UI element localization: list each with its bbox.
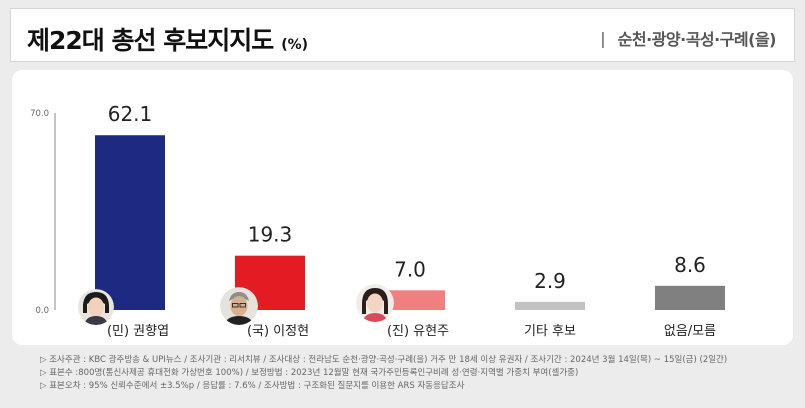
y-tick-label: 70.0: [30, 109, 49, 119]
category-label: 기타 후보: [524, 324, 576, 339]
bar-value-label: 2.9: [534, 269, 566, 293]
category-label: (국) 이정현: [247, 324, 309, 339]
region-label: 순천·광양·곡성·구례(을): [617, 30, 777, 49]
y-tick-label: 0.0: [35, 306, 49, 316]
bar: [515, 301, 585, 310]
category-label: 없음/모름: [664, 324, 716, 339]
bar-chart: 0.0 70.0 62.1 (민) 권향엽 19.3 (국) 이정현 7.0 (진) 유현주 2…: [30, 102, 725, 339]
bar-value-label: 62.1: [108, 102, 153, 126]
chart-panel: 0.0 70.0 62.1 (민) 권향엽 19.3 (국) 이정현 7.0 (진) 유현주 2…: [12, 70, 793, 345]
bar: [95, 135, 165, 310]
candidate-photo-3: [356, 284, 394, 322]
candidate-photo-2: [220, 287, 258, 325]
header-panel: 제22대 총선 후보지지도 (%) | 순천·광양·곡성·구례(을): [10, 8, 795, 62]
candidate-photo-1: [78, 289, 114, 325]
bar: [655, 285, 725, 310]
category-label: (민) 권향엽: [107, 324, 169, 339]
bar-value-label: 8.6: [674, 253, 706, 277]
region-group: | 순천·광양·곡성·구례(을): [600, 26, 776, 50]
footnote-line: ▷ 조사주관 : KBC 광주방송 & UPI뉴스 / 조사기관 : 리서치뷰 …: [40, 355, 728, 365]
bar-value-label: 7.0: [394, 257, 426, 281]
category-label: (진) 유현주: [387, 324, 449, 339]
chart-title: 제22대 총선 후보지지도: [27, 26, 274, 55]
footnote-line: ▷ 표본오차 : 95% 신뢰수준에서 ±3.5%p / 응답률 : 7.6% …: [40, 381, 465, 391]
title-group: 제22대 총선 후보지지도 (%): [27, 21, 308, 57]
footnote-line: ▷ 표본수 :800명(통신사제공 휴대전화 가상번호 100%) / 보정방법…: [40, 368, 579, 378]
bar-value-label: 19.3: [248, 223, 293, 247]
region-separator: |: [600, 28, 606, 48]
chart-unit: (%): [281, 37, 309, 53]
survey-footnotes: ▷ 조사주관 : KBC 광주방송 & UPI뉴스 / 조사기관 : 리서치뷰 …: [40, 354, 727, 393]
